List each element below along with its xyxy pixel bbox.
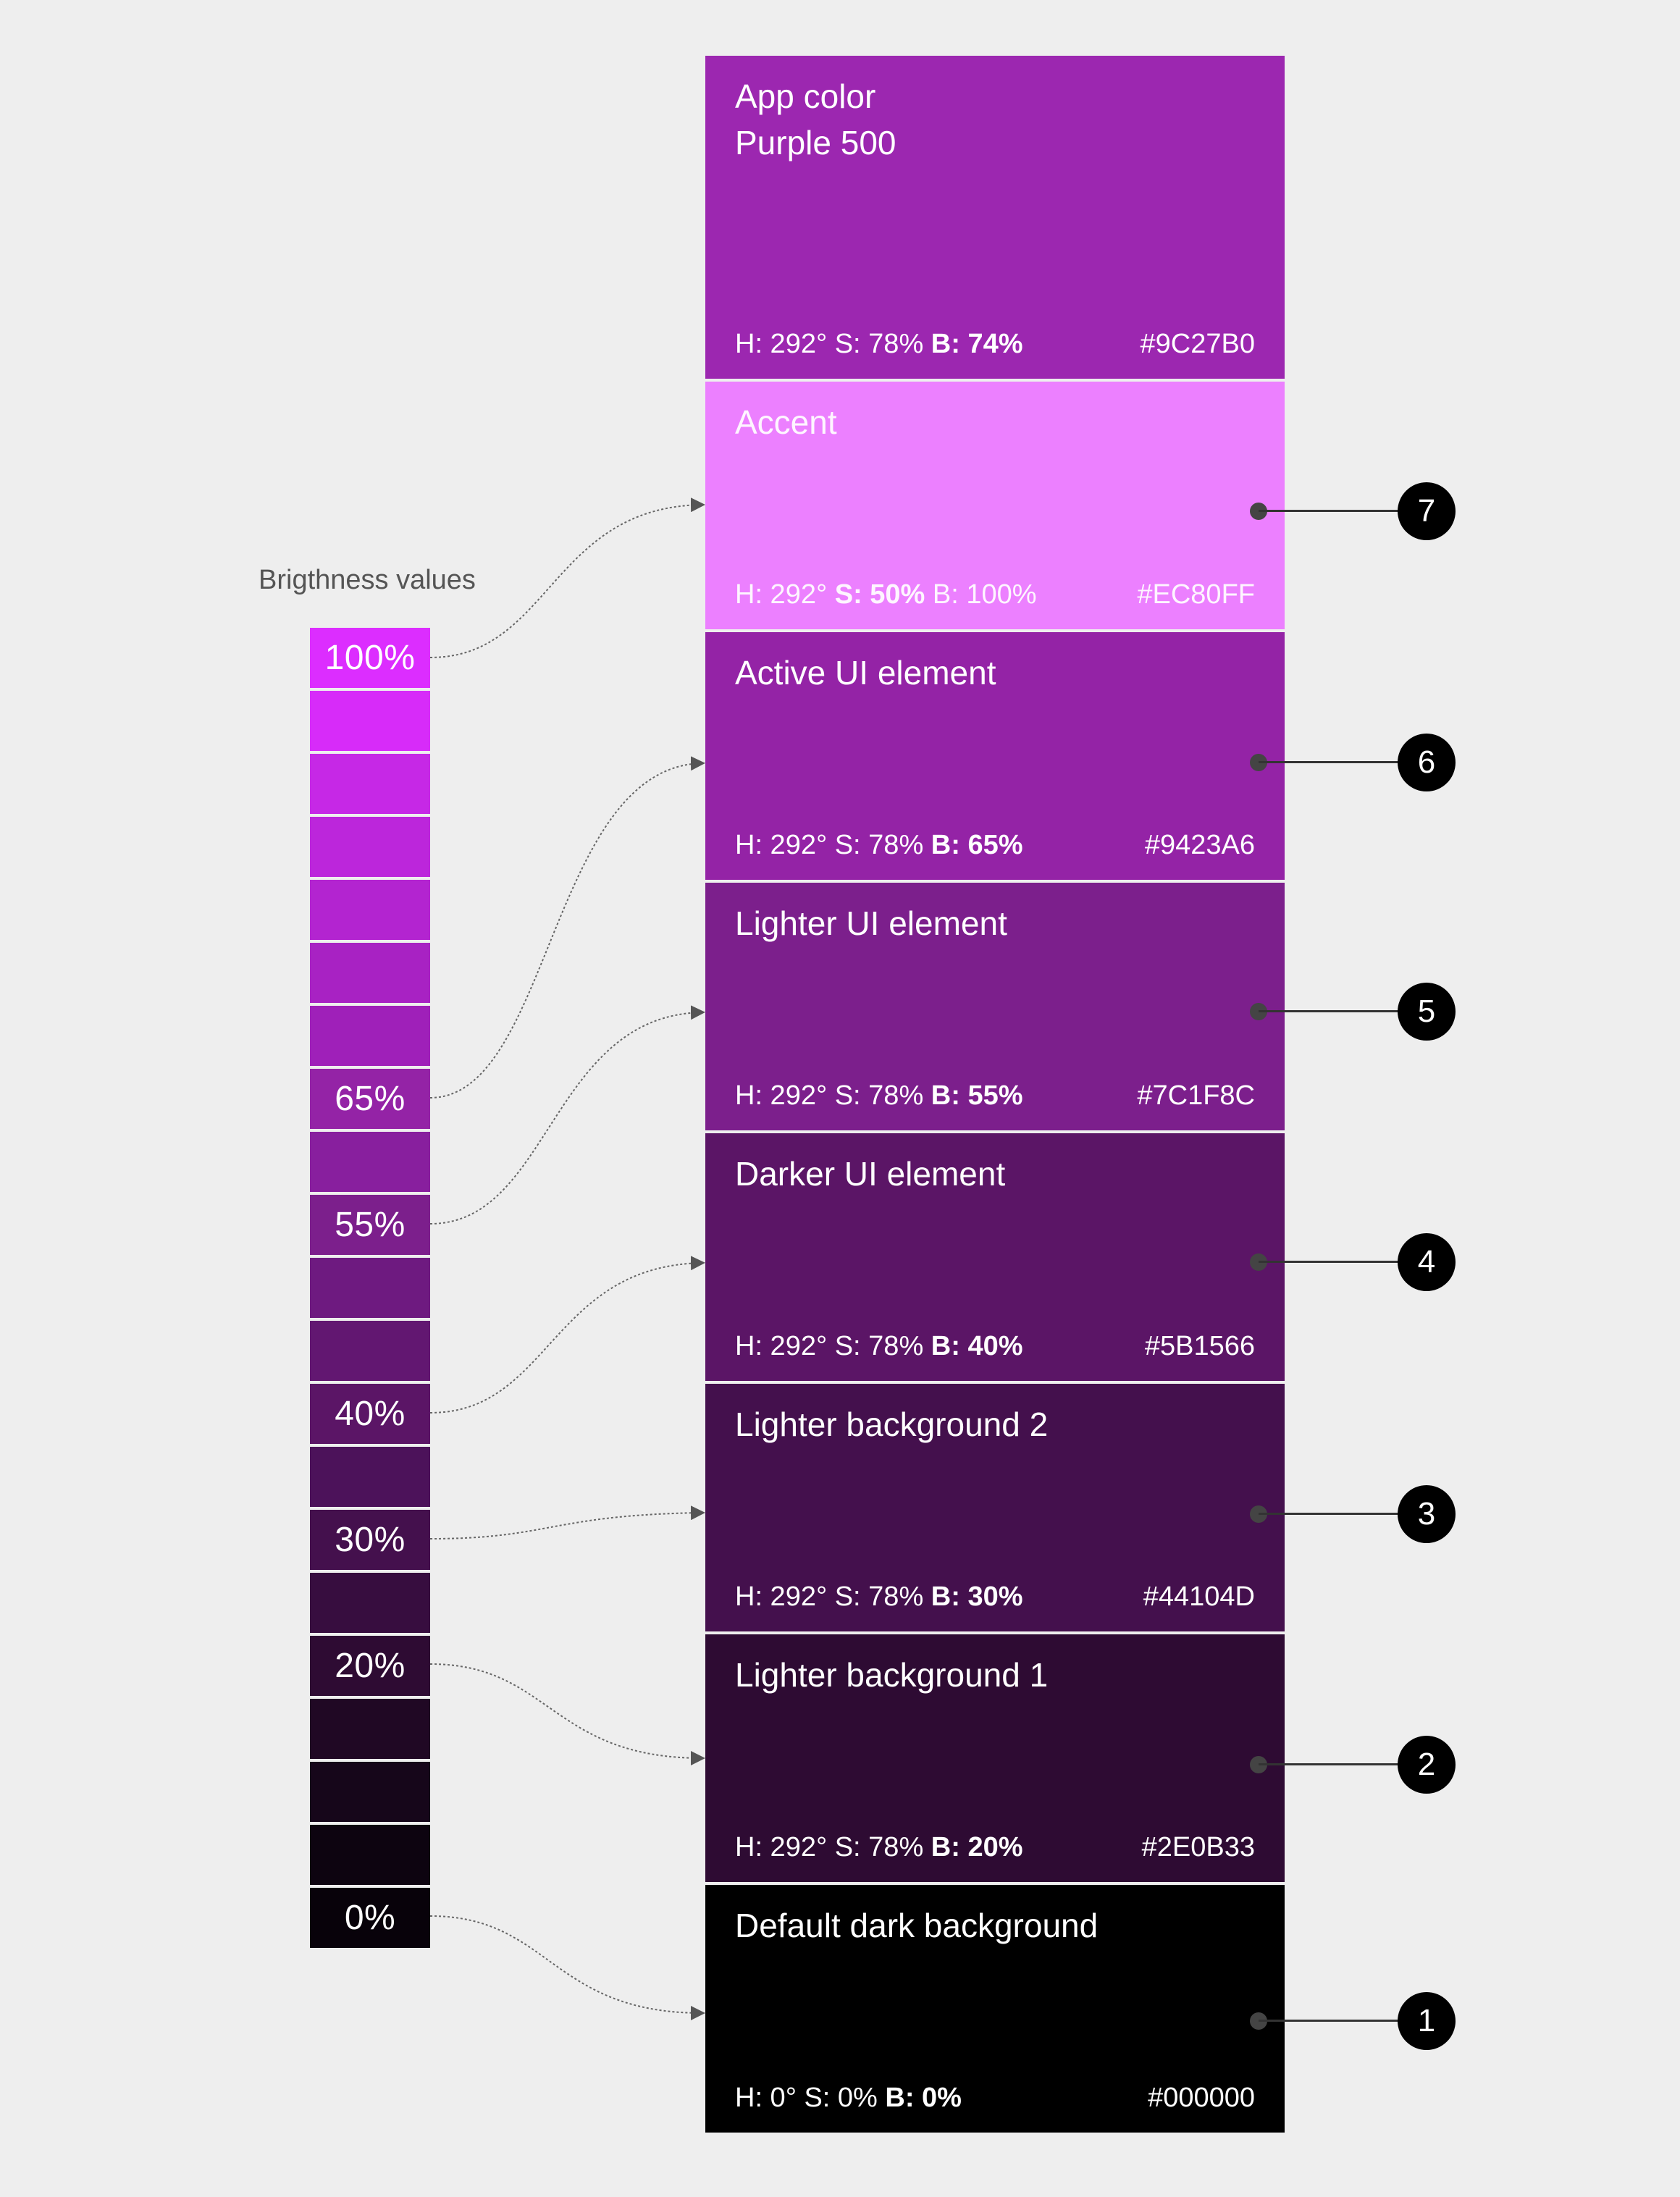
connector-55	[430, 1012, 702, 1224]
connector-30	[430, 1513, 702, 1539]
connector-20	[430, 1664, 702, 1758]
connector-65	[430, 763, 702, 1098]
connector-100	[430, 505, 702, 658]
connector-40	[430, 1263, 702, 1413]
connector-0	[430, 1916, 702, 2013]
